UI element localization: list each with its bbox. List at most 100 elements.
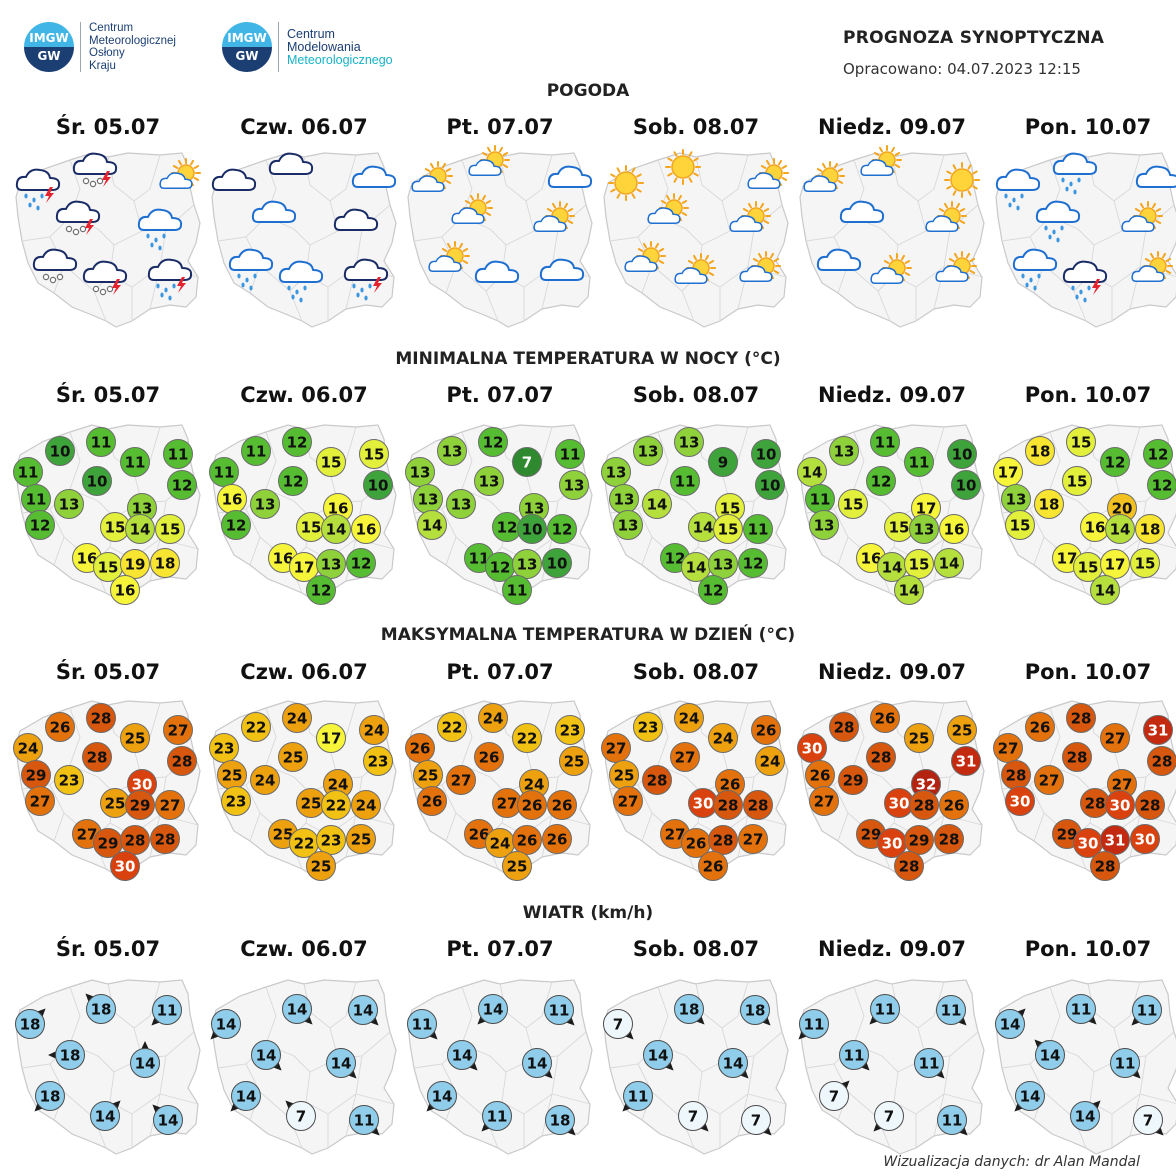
cloud-icon [547, 165, 593, 188]
temp-value: 13 [517, 556, 538, 574]
sun-icon [665, 149, 701, 185]
temp-marker [437, 436, 467, 466]
tmax-station: 24 [13, 733, 43, 763]
temp-value: 28 [1140, 797, 1161, 815]
region-border [651, 264, 695, 322]
logo-line: Centrum [287, 26, 335, 41]
tmin-station: 11 [86, 427, 116, 457]
tmin-station: 13 [559, 470, 589, 500]
tmax-station: 27 [1100, 723, 1130, 753]
wind-marker [211, 1009, 241, 1039]
tmin-station: 16 [939, 514, 969, 544]
temp-value: 19 [125, 556, 146, 574]
wind-station: 7 [603, 1009, 634, 1040]
temp-marker [502, 851, 532, 881]
temp-value: 12 [552, 521, 573, 539]
tmin-station: 13 [708, 549, 738, 579]
temp-marker [474, 466, 504, 496]
region-border [1049, 431, 1061, 490]
temp-value: 24 [255, 772, 276, 790]
tmax-station: 29 [21, 760, 51, 790]
temp-marker [437, 712, 467, 742]
wind-value: 14 [353, 1002, 374, 1020]
tmin-station: 12 [282, 427, 312, 457]
wind-value: 11 [844, 1047, 865, 1065]
temp-value: 31 [1148, 722, 1169, 740]
tmax-station: 31 [1100, 825, 1130, 855]
temp-marker [517, 790, 547, 820]
temp-value: 24 [679, 710, 700, 728]
temp-marker [559, 746, 589, 776]
temp-value: 27 [998, 740, 1019, 758]
tmin-station: 13 [609, 484, 639, 514]
tmax-station: 28 [866, 742, 896, 772]
tmin-station: 14 [1105, 514, 1135, 544]
wind-map-3: 7 18 18 14 14 11 7 7 [603, 979, 789, 1155]
temp-value: 11 [507, 582, 528, 600]
temp-marker [698, 851, 728, 881]
tmin-station: 14 [321, 514, 351, 544]
tmax-station: 30 [1105, 790, 1135, 820]
temp-marker [86, 427, 116, 457]
tmin-station: 13 [1001, 484, 1031, 514]
temp-value: 26 [810, 767, 831, 785]
temp-value: 18 [1030, 443, 1051, 461]
wind-station: 14 [477, 994, 508, 1025]
temp-marker [947, 715, 977, 745]
sun-icon [944, 162, 980, 198]
tmin-station: 14 [125, 514, 155, 544]
wind-marker [674, 994, 704, 1024]
temp-value: 18 [1039, 496, 1060, 514]
temp-value: 23 [214, 740, 235, 758]
wind-station: 11 [622, 1081, 653, 1112]
temp-value: 13 [451, 496, 472, 514]
cloud-rain-storm-icon [15, 168, 61, 211]
tmax-station: 26 [417, 786, 447, 816]
temp-value: 13 [713, 556, 734, 574]
temp-value: 16 [356, 521, 377, 539]
temp-value: 26 [1030, 719, 1051, 737]
temp-marker [708, 825, 738, 855]
temp-marker [417, 510, 447, 540]
temp-marker [829, 712, 859, 742]
temp-marker [221, 786, 251, 816]
wind-station: 14 [426, 1081, 457, 1112]
temp-value: 7 [522, 454, 532, 472]
temp-marker [547, 514, 577, 544]
wind-station: 14 [230, 1081, 261, 1112]
tmin-station: 13 [474, 466, 504, 496]
tmin-station: 15 [155, 514, 185, 544]
temp-value: 16 [944, 521, 965, 539]
temp-marker [363, 746, 393, 776]
tmin-station: 12 [478, 427, 508, 457]
temp-marker [870, 703, 900, 733]
tmin-station: 12 [346, 548, 376, 578]
temp-value: 16 [861, 550, 882, 568]
tmin-station: 18 [1034, 489, 1064, 519]
temp-value: 24 [483, 710, 504, 728]
temp-value: 13 [606, 464, 627, 482]
temp-value: 27 [743, 831, 764, 849]
tmax-station: 27 [993, 733, 1023, 763]
wind-marker [799, 1009, 829, 1039]
wind-value: 18 [60, 1047, 81, 1065]
temp-marker [316, 825, 346, 855]
cloud-rain-icon [1052, 152, 1098, 195]
temp-marker [512, 723, 542, 753]
wind-map-1: 14 14 14 14 14 14 7 11 [210, 979, 397, 1155]
tmax-station: 27 [601, 733, 631, 763]
temp-marker [633, 712, 663, 742]
temp-value: 15 [720, 500, 741, 518]
cloud-dark-icon [211, 168, 257, 191]
wind-marker [15, 1009, 45, 1039]
tmin-station: 12 [547, 514, 577, 544]
temp-value: 28 [939, 831, 960, 849]
temp-value: 11 [26, 491, 47, 509]
wind-station: 11 [1110, 1048, 1141, 1079]
tmax-station: 31 [1143, 715, 1173, 745]
day-label: Niedz. 09.07 [818, 115, 966, 139]
wind-value: 7 [829, 1088, 839, 1106]
tmin-station: 10 [363, 470, 393, 500]
wind-station: 11 [936, 995, 967, 1026]
